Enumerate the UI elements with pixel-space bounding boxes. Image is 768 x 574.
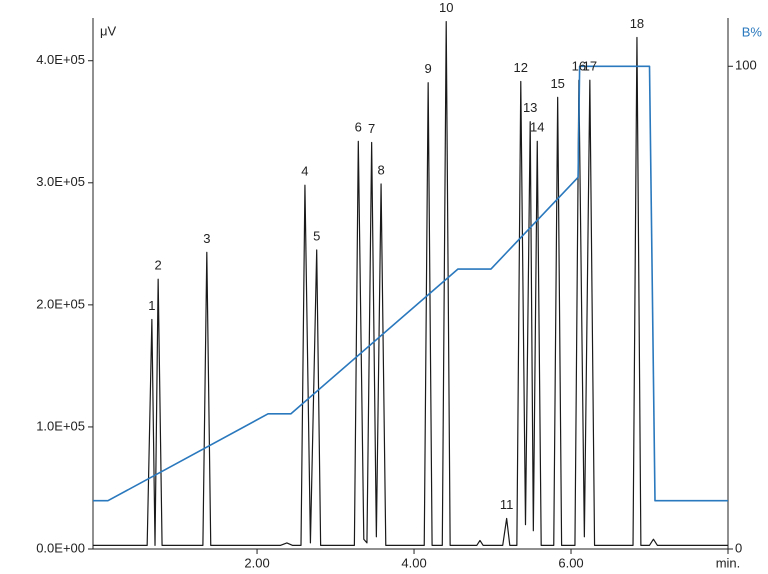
peak-label: 17 [583, 59, 597, 74]
y2-tick-label: 0 [735, 540, 742, 555]
peak-label: 16 [572, 59, 586, 74]
x-tick-label: 6.00 [558, 555, 583, 570]
peak-label: 13 [523, 100, 537, 115]
peak-label: 6 [355, 120, 362, 135]
x-tick-label: 4.00 [401, 555, 426, 570]
x-tick-label: min. [716, 555, 741, 570]
peak-label: 5 [313, 228, 320, 243]
peak-label: 11 [500, 497, 514, 512]
y-axis-label: μV [100, 23, 116, 38]
peak-label: 2 [155, 258, 162, 273]
peak-label: 9 [425, 61, 432, 76]
series-line [93, 65, 728, 502]
y-tick-label: 3.0E+05 [36, 174, 85, 189]
peak-label: 1 [148, 298, 155, 313]
peak-label: 3 [203, 231, 210, 246]
peak-label: 14 [530, 120, 544, 135]
y2-axis-label: B% [742, 24, 763, 39]
series-line [93, 21, 728, 546]
peak-label: 12 [514, 60, 528, 75]
peak-label: 4 [301, 164, 308, 179]
peak-label: 18 [630, 16, 644, 31]
peak-label: 10 [439, 0, 453, 15]
peak-label: 8 [377, 162, 384, 177]
peak-label: 15 [550, 76, 564, 91]
peak-label: 7 [368, 121, 375, 136]
y2-tick-label: 100 [735, 58, 757, 73]
y-tick-label: 4.0E+05 [36, 52, 85, 67]
x-tick-label: 2.00 [244, 555, 269, 570]
y-tick-label: 2.0E+05 [36, 296, 85, 311]
y-tick-label: 1.0E+05 [36, 418, 85, 433]
y-tick-label: 0.0E+00 [36, 540, 85, 555]
